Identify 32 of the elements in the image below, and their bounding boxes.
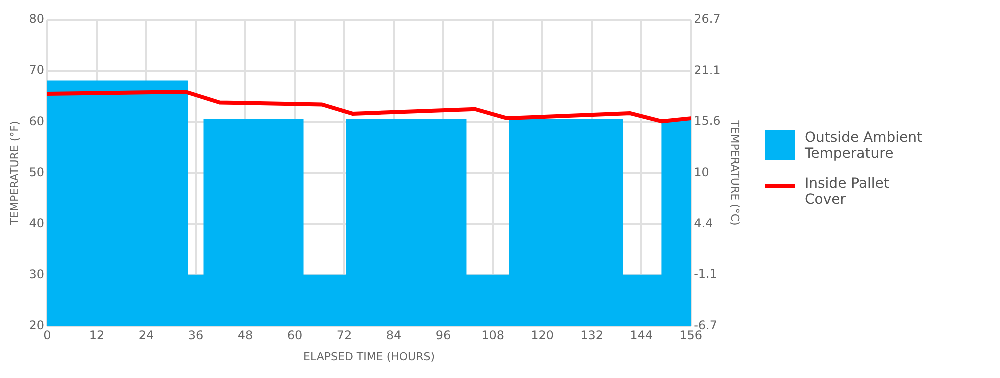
y-tick-label: 50	[29, 165, 44, 180]
x-tick-label: 48	[238, 328, 254, 343]
y-axis-title: TEMPERATURE (°F)	[8, 121, 22, 226]
y-tick-label: 20	[29, 318, 44, 333]
x-tick-label: 84	[386, 328, 402, 343]
x-tick-label: 96	[436, 328, 452, 343]
x-tick-label: 72	[336, 328, 352, 343]
y2-tick-label: -1.1	[694, 267, 718, 282]
x-tick-label: 156	[680, 328, 703, 343]
x-tick-label: 120	[531, 328, 554, 343]
y-tick-label: 30	[29, 267, 44, 282]
y2-tick-label: 21.1	[694, 63, 721, 78]
legend-label: Outside Ambient Temperature	[805, 130, 924, 162]
legend-label: Inside Pallet Cover	[805, 176, 890, 208]
y-tick-label: 40	[29, 216, 44, 230]
x-tick-label: 144	[630, 328, 654, 343]
x-tick-label: 108	[482, 328, 504, 343]
x-tick-label: 24	[138, 328, 154, 343]
y2-tick-label: 26.7	[694, 12, 721, 26]
x-tick-label: 0	[44, 328, 52, 343]
x-axis-title: ELAPSED TIME (HOURS)	[304, 350, 436, 364]
y-tick-label: 60	[29, 114, 44, 128]
x-tick-label: 12	[89, 328, 105, 343]
x-tick-label: 132	[580, 328, 604, 343]
y-tick-label: 80	[29, 12, 44, 26]
y-tick-label: 70	[29, 63, 44, 78]
x-tick-label: 60	[287, 328, 303, 343]
y2-tick-label: 4.4	[694, 216, 714, 231]
y2-axis-title: TEMPERATURE (°C)	[728, 120, 742, 226]
y2-tick-label: 10	[694, 165, 710, 180]
y2-tick-label: 15.6	[694, 114, 721, 128]
x-tick-label: 36	[188, 328, 204, 343]
